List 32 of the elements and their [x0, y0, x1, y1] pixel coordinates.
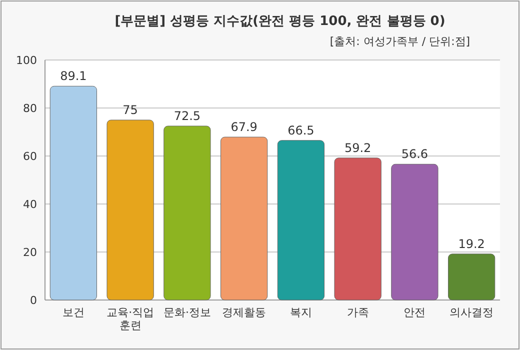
bar — [391, 164, 438, 300]
y-tick-label: 0 — [30, 294, 37, 307]
y-tick-label: 80 — [23, 102, 37, 115]
x-tick-label: 교육·직업훈련 — [106, 306, 154, 332]
data-label: 66.5 — [288, 123, 314, 138]
x-tick-label: 보건 — [62, 306, 84, 319]
bar — [164, 126, 211, 300]
data-label: 75 — [122, 103, 138, 117]
bar — [106, 120, 154, 300]
data-label: 89.1 — [60, 69, 87, 84]
bar — [448, 254, 496, 300]
y-tick-label: 100 — [16, 54, 37, 67]
x-tick-label: 의사결정 — [450, 306, 494, 319]
data-label: 59.2 — [344, 140, 372, 155]
data-label: 56.6 — [401, 147, 428, 162]
y-tick-label: 60 — [23, 150, 37, 163]
data-label: 19.2 — [458, 236, 485, 251]
y-tick-label: 20 — [23, 246, 37, 259]
bar — [334, 158, 382, 300]
data-label: 72.5 — [174, 109, 201, 123]
x-tick-label: 문화·정보 — [163, 306, 211, 319]
data-label: 67.9 — [230, 120, 258, 134]
bar — [50, 86, 98, 300]
x-tick-label: 경제활동 — [222, 306, 266, 319]
chart-title: [부문별] 성평등 지수값(완전 평등 100, 완전 불평등 0) — [114, 14, 446, 29]
bar — [277, 140, 325, 300]
y-tick-label: 40 — [23, 198, 37, 211]
x-tick-label: 안전 — [404, 306, 426, 319]
x-tick-label: 복지 — [290, 306, 312, 319]
chart-subtitle: [출처: 여성가족부 / 단위:점] — [330, 35, 470, 48]
bar — [220, 136, 268, 300]
x-tick-label: 가족 — [346, 306, 369, 319]
